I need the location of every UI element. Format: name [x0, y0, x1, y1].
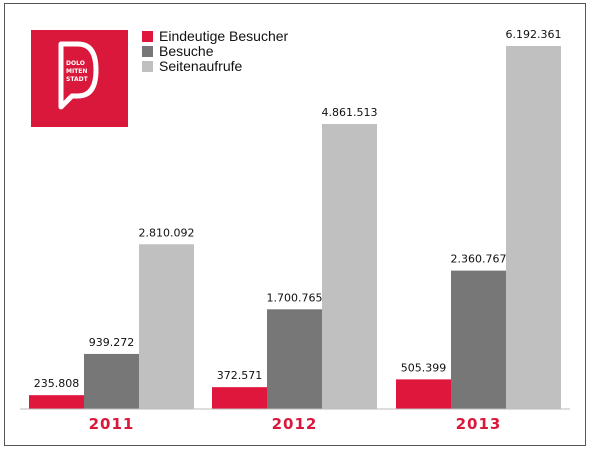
value-label-eindeutige-besucher-2013: 505.399 [401, 361, 447, 374]
bar-besuche-2013 [451, 270, 506, 409]
value-label-seitenaufrufe-2012: 4.861.513 [322, 106, 378, 119]
category-labels-group: 2011 2012 2013 [89, 415, 502, 433]
legend: Eindeutige Besucher Besuche Seitenaufruf… [142, 28, 289, 74]
category-label-2013: 2013 [456, 415, 502, 433]
bar-seitenaufrufe-2013 [506, 46, 561, 409]
bar-besuche-2011 [84, 353, 139, 409]
bar-besuche-2012 [267, 309, 322, 409]
value-label-besuche-2013: 2.360.767 [451, 253, 507, 266]
value-label-besuche-2012: 1.700.765 [267, 291, 323, 304]
value-label-seitenaufrufe-2011: 2.810.092 [139, 226, 195, 239]
logo-line-2: MITEN [66, 68, 87, 75]
legend-swatch-eindeutige-besucher [142, 31, 153, 42]
value-label-besuche-2011: 939.272 [89, 336, 135, 349]
value-label-seitenaufrufe-2013: 6.192.361 [506, 28, 562, 41]
legend-label-seitenaufrufe: Seitenaufrufe [159, 58, 242, 74]
bar-seitenaufrufe-2012 [322, 124, 377, 409]
bars-group [29, 46, 561, 409]
logo-line-1: DOLO [66, 60, 85, 67]
value-label-eindeutige-besucher-2012: 372.571 [217, 369, 263, 382]
legend-swatch-besuche [142, 46, 153, 57]
category-label-2012: 2012 [272, 415, 318, 433]
legend-swatch-seitenaufrufe [142, 61, 153, 72]
value-labels-group: 235.808 939.272 2.810.092 372.571 1.700.765 4… [34, 28, 562, 390]
bar-eindeutige-besucher-2011 [29, 395, 84, 409]
logo-speech-bubble-icon [58, 41, 99, 110]
bar-eindeutige-besucher-2012 [212, 387, 267, 409]
bar-seitenaufrufe-2011 [139, 244, 194, 409]
legend-label-besuche: Besuche [159, 43, 214, 59]
legend-label-eindeutige-besucher: Eindeutige Besucher [159, 28, 289, 44]
logo: DOLO MITEN STADT [31, 30, 128, 127]
bar-eindeutige-besucher-2013 [396, 379, 451, 409]
value-label-eindeutige-besucher-2011: 235.808 [34, 377, 80, 390]
category-label-2011: 2011 [89, 415, 135, 433]
logo-line-3: STADT [66, 76, 89, 83]
